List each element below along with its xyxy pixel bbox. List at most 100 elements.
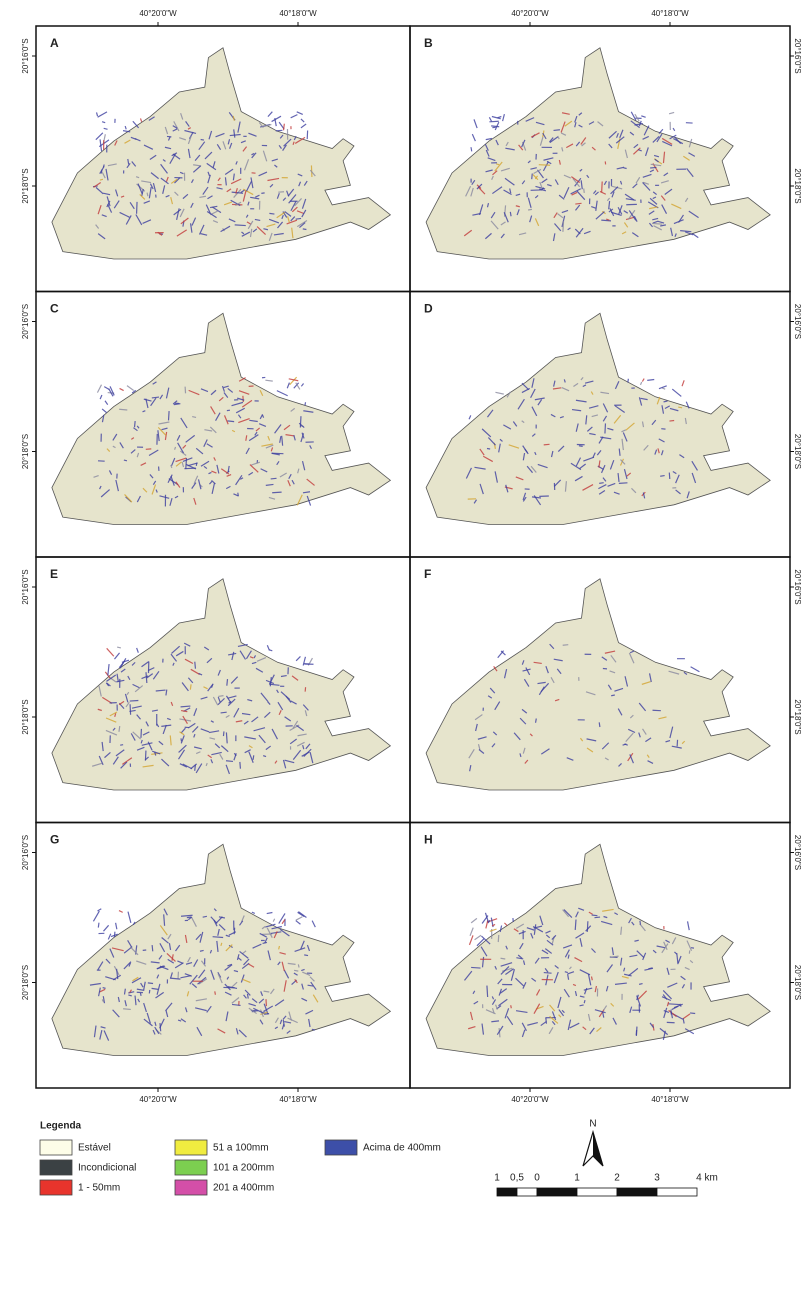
hazard-stroke [187, 917, 192, 918]
hazard-stroke [303, 229, 307, 230]
legend-label: 1 - 50mm [78, 1183, 120, 1194]
lat-label: 20°16'0"S [21, 835, 30, 870]
scale-segment [617, 1188, 657, 1196]
scale-label: 4 km [696, 1173, 718, 1184]
hazard-stroke [124, 460, 127, 461]
legend-swatch [40, 1160, 72, 1175]
lon-label: 40°18'0"W [651, 9, 689, 18]
hazard-stroke [226, 761, 233, 762]
hazard-stroke [298, 964, 299, 967]
hazard-stroke [592, 915, 598, 916]
hazard-stroke [539, 165, 550, 166]
hazard-stroke [235, 225, 246, 226]
hazard-stroke [664, 401, 668, 402]
hazard-stroke [496, 164, 499, 165]
scale-segment [517, 1188, 537, 1196]
lat-label: 20°18'0"S [793, 965, 802, 1000]
hazard-stroke [271, 478, 277, 479]
hazard-stroke [471, 147, 472, 151]
hazard-stroke [528, 209, 532, 210]
hazard-stroke [227, 679, 228, 686]
legend-swatch [175, 1140, 207, 1155]
lon-label: 40°18'0"W [279, 9, 317, 18]
hazard-stroke [130, 700, 139, 701]
hazard-stroke [213, 937, 224, 938]
lat-label: 20°18'0"S [793, 168, 802, 203]
scale-label: 3 [654, 1173, 660, 1184]
hazard-stroke [181, 706, 191, 707]
hazard-stroke [510, 212, 511, 216]
hazard-stroke [148, 983, 153, 984]
hazard-stroke [253, 755, 254, 760]
hazard-stroke [536, 718, 537, 722]
hazard-stroke [203, 916, 207, 917]
hazard-stroke [575, 203, 581, 204]
hazard-stroke [296, 218, 301, 219]
scale-segment [657, 1188, 697, 1196]
hazard-stroke [554, 130, 560, 131]
hazard-stroke [140, 993, 141, 996]
scale-label: 1 [574, 1173, 580, 1184]
hazard-stroke [575, 920, 576, 930]
hazard-stroke [611, 695, 615, 696]
hazard-stroke [130, 704, 131, 715]
hazard-stroke [261, 193, 264, 194]
hazard-stroke [690, 1013, 695, 1014]
hazard-stroke [498, 935, 499, 942]
hazard-stroke [119, 726, 120, 732]
lon-label: 40°20'0"W [511, 9, 549, 18]
hazard-stroke [579, 446, 583, 447]
lat-label: 20°16'0"S [793, 38, 802, 73]
panel-letter: C [50, 302, 59, 316]
legend-swatch [175, 1180, 207, 1195]
scale-label: 1 [494, 1173, 500, 1184]
hazard-stroke [599, 483, 603, 484]
hazard-stroke [544, 444, 550, 445]
hazard-stroke [123, 1009, 131, 1010]
hazard-stroke [304, 955, 308, 956]
hazard-stroke [471, 967, 480, 968]
hazard-stroke [247, 994, 248, 999]
lat-label: 20°18'0"S [21, 434, 30, 469]
hazard-stroke [591, 977, 592, 981]
hazard-stroke [184, 468, 195, 469]
hazard-stroke [623, 168, 626, 169]
hazard-stroke [640, 921, 641, 925]
hazard-stroke [619, 483, 628, 484]
hazard-stroke [619, 449, 620, 456]
lat-label: 20°18'0"S [793, 699, 802, 734]
hazard-stroke [98, 923, 99, 928]
hazard-stroke [489, 121, 498, 122]
scale-segment [497, 1188, 517, 1196]
hazard-stroke [269, 213, 274, 214]
hazard-stroke [100, 179, 103, 180]
lon-label: 40°18'0"W [651, 1095, 689, 1104]
hazard-stroke [563, 645, 569, 646]
lon-label: 40°18'0"W [279, 1095, 317, 1104]
hazard-stroke [312, 1029, 315, 1030]
hazard-stroke [200, 950, 204, 951]
hazard-stroke [678, 407, 682, 408]
hazard-stroke [601, 220, 611, 221]
legend-label: Incondicional [78, 1163, 136, 1174]
panel-letter: G [50, 833, 59, 847]
hazard-stroke [181, 738, 182, 741]
panel-letter: A [50, 36, 59, 50]
scale-label: 0,5 [510, 1173, 524, 1184]
hazard-stroke [669, 420, 674, 421]
hazard-stroke [300, 416, 301, 427]
legend-label: 201 a 400mm [213, 1183, 274, 1194]
hazard-stroke [272, 492, 281, 493]
hazard-stroke [501, 958, 506, 959]
hazard-stroke [103, 165, 104, 168]
hazard-stroke [279, 946, 280, 949]
hazard-stroke [218, 696, 223, 697]
lat-label: 20°16'0"S [21, 38, 30, 73]
hazard-stroke [238, 493, 239, 496]
hazard-stroke [147, 193, 148, 197]
hazard-stroke [135, 421, 136, 427]
hazard-stroke [487, 986, 488, 997]
hazard-stroke [584, 1000, 585, 1003]
hazard-stroke [284, 124, 285, 131]
hazard-stroke [120, 745, 123, 746]
